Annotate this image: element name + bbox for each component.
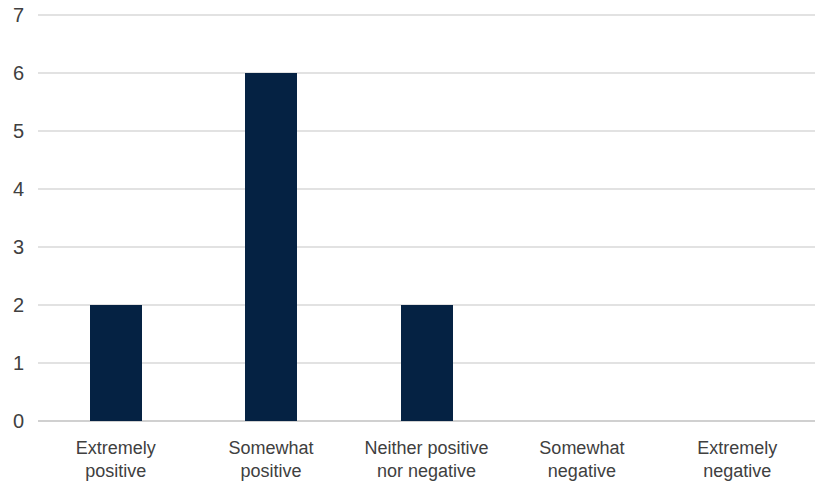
y-tick-label: 1 [0,351,24,375]
bar-somewhat-positive [245,73,297,421]
x-tick-label-line: negative [504,460,659,483]
x-tick-label-line: positive [193,460,348,483]
gridline [38,130,815,132]
x-tick-label-line: Somewhat [504,437,659,460]
gridline [38,72,815,74]
y-tick-label: 5 [0,119,24,143]
x-tick-label: Extremelypositive [38,437,193,483]
x-tick-label-line: Extremely [660,437,815,460]
x-tick-label: Somewhatnegative [504,437,659,483]
y-tick-label: 6 [0,61,24,85]
y-tick-label: 3 [0,235,24,259]
x-tick-label-line: nor negative [349,460,504,483]
x-tick-label: Somewhatpositive [193,437,348,483]
y-tick-label: 0 [0,409,24,433]
x-tick-label-line: Extremely [38,437,193,460]
y-tick-label: 7 [0,3,24,27]
x-tick-label: Extremelynegative [660,437,815,483]
bar-extremely-positive [90,305,142,421]
x-tick-label: Neither positivenor negative [349,437,504,483]
gridline [38,246,815,248]
x-tick-label-line: Neither positive [349,437,504,460]
y-tick-label: 2 [0,293,24,317]
y-tick-label: 4 [0,177,24,201]
gridline [38,188,815,190]
gridline [38,14,815,16]
x-tick-label-line: positive [38,460,193,483]
bar-chart: 01234567 ExtremelypositiveSomewhatpositi… [0,0,826,489]
x-tick-label-line: negative [660,460,815,483]
bar-neither-positive-nor-negative [401,305,453,421]
x-tick-label-line: Somewhat [193,437,348,460]
